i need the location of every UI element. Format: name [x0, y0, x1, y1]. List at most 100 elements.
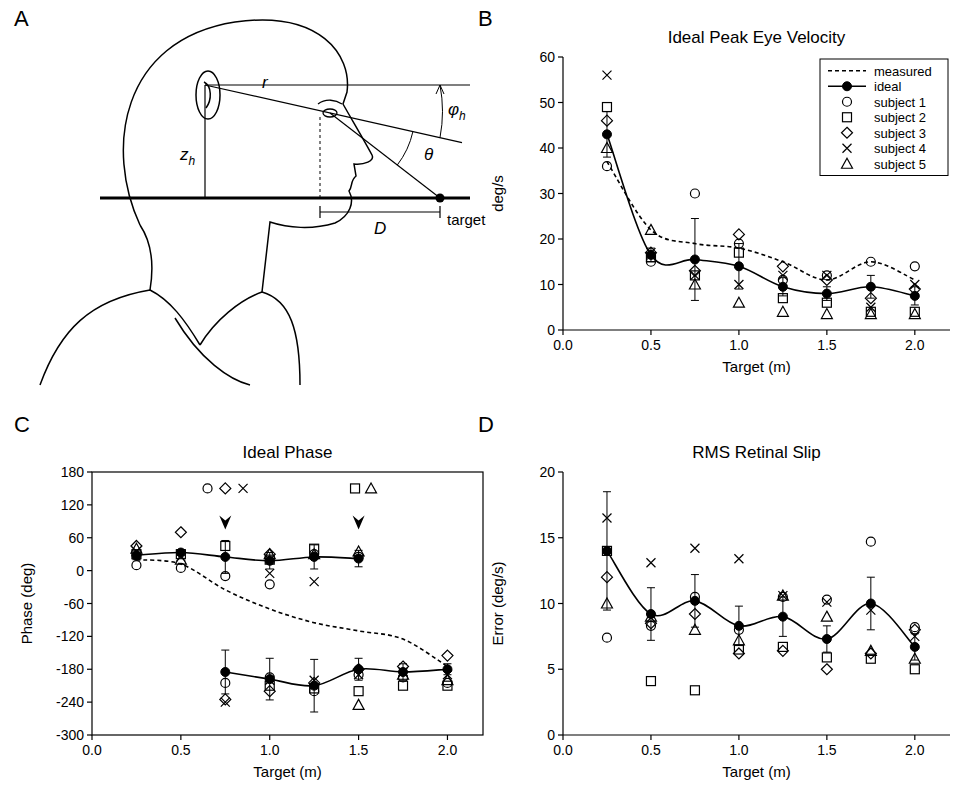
- point: [734, 280, 743, 289]
- point: [645, 224, 656, 234]
- ear: [196, 71, 220, 119]
- chart-panel: BIdeal Peak Eye Velocity0.00.51.01.52.00…: [478, 6, 950, 375]
- brow: [318, 100, 342, 104]
- plot-area: [601, 492, 920, 695]
- point: [645, 247, 656, 258]
- point: [221, 678, 230, 687]
- point: [602, 103, 611, 112]
- point: [822, 271, 831, 280]
- label-target: target: [447, 211, 486, 228]
- point: [175, 554, 186, 564]
- point: [777, 306, 788, 316]
- y-tick-label: 10: [539, 277, 555, 293]
- label-subscript: h: [189, 154, 196, 168]
- x-tick: [914, 735, 915, 740]
- error-bar: [647, 588, 655, 641]
- error-bar: [647, 248, 655, 262]
- point: [821, 309, 832, 319]
- point: [602, 162, 611, 171]
- x-tick-label: 1.5: [817, 337, 837, 353]
- error-bar: [355, 658, 363, 680]
- series-line: [607, 162, 915, 280]
- y-tick-label: 30: [539, 186, 555, 202]
- legend-box: [820, 59, 948, 176]
- point: [353, 699, 364, 709]
- point: [866, 257, 875, 266]
- point: [909, 624, 920, 635]
- drawing-line: [175, 318, 250, 385]
- x-tick-label: 1.0: [260, 742, 280, 758]
- x-axis: [563, 734, 950, 735]
- legend-swatch: [843, 82, 852, 91]
- x-tick: [738, 330, 739, 335]
- point: [690, 686, 699, 695]
- y-tick: [558, 734, 563, 735]
- point: [910, 280, 919, 289]
- point: [601, 115, 612, 126]
- drawing-line: [330, 113, 440, 198]
- point: [399, 681, 408, 690]
- y-tick: [558, 193, 563, 194]
- legend-label: measured: [874, 64, 932, 79]
- panel-letter: C: [14, 412, 30, 437]
- x-tick: [826, 330, 827, 335]
- point: [822, 298, 831, 307]
- drawing-line: [100, 197, 470, 200]
- chart-panel: DRMS Retinal Slip0.00.51.01.52.005101520…: [478, 412, 950, 780]
- point: [910, 262, 919, 271]
- x-axis-title: Target (m): [722, 358, 790, 375]
- x-tick-label: 0.0: [553, 742, 573, 758]
- y-tick: [87, 702, 92, 703]
- x-tick: [91, 735, 92, 740]
- y-tick: [87, 570, 92, 571]
- x-tick: [447, 735, 448, 740]
- plot-frame: [92, 472, 483, 735]
- x-tick-label: 2.0: [905, 337, 925, 353]
- y-tick-label: 0: [547, 322, 555, 338]
- label-r: r: [262, 73, 269, 92]
- point: [602, 514, 611, 523]
- x-tick: [914, 330, 915, 335]
- arrowhead: [219, 516, 231, 530]
- chart-title: Ideal Phase: [243, 443, 333, 462]
- point: [175, 527, 186, 538]
- point: [821, 664, 832, 675]
- y-tick: [558, 102, 563, 103]
- point: [310, 550, 319, 559]
- y-tick-label: 180: [61, 464, 85, 480]
- point: [778, 642, 787, 651]
- point: [602, 546, 611, 555]
- point: [354, 670, 363, 679]
- x-tick-label: 1.5: [349, 742, 369, 758]
- point: [221, 552, 230, 561]
- chart-title: Ideal Peak Eye Velocity: [668, 28, 846, 47]
- x-tick-label: 2.0: [905, 742, 925, 758]
- point: [866, 303, 875, 312]
- y-tick-label: 120: [61, 497, 85, 513]
- legend-label: subject 1: [874, 95, 926, 110]
- point: [821, 611, 832, 621]
- point: [777, 590, 788, 600]
- head-diagram: zhrφhθDtarget: [40, 20, 486, 385]
- x-axis: [563, 329, 950, 330]
- point: [910, 291, 919, 300]
- x-tick: [562, 735, 563, 740]
- point: [221, 667, 230, 676]
- chart-panel: CIdeal Phase0.00.51.01.52.0-300-240-180-…: [14, 412, 483, 780]
- y-tick-label: 10: [539, 596, 555, 612]
- label-zh: zh: [179, 145, 196, 168]
- x-tick-label: 0.5: [171, 742, 191, 758]
- point: [221, 541, 230, 550]
- y-axis-title: Phase (deg): [18, 563, 35, 645]
- y-tick: [558, 329, 563, 330]
- point: [132, 561, 141, 570]
- x-tick-label: 1.0: [729, 742, 749, 758]
- y-tick: [87, 636, 92, 637]
- drawing-line: [320, 117, 321, 198]
- point: [264, 686, 275, 697]
- y-tick: [558, 471, 563, 472]
- legend-label: subject 5: [874, 157, 926, 172]
- point: [865, 309, 876, 319]
- x-tick-label: 0.5: [641, 742, 661, 758]
- label-text: z: [179, 145, 189, 164]
